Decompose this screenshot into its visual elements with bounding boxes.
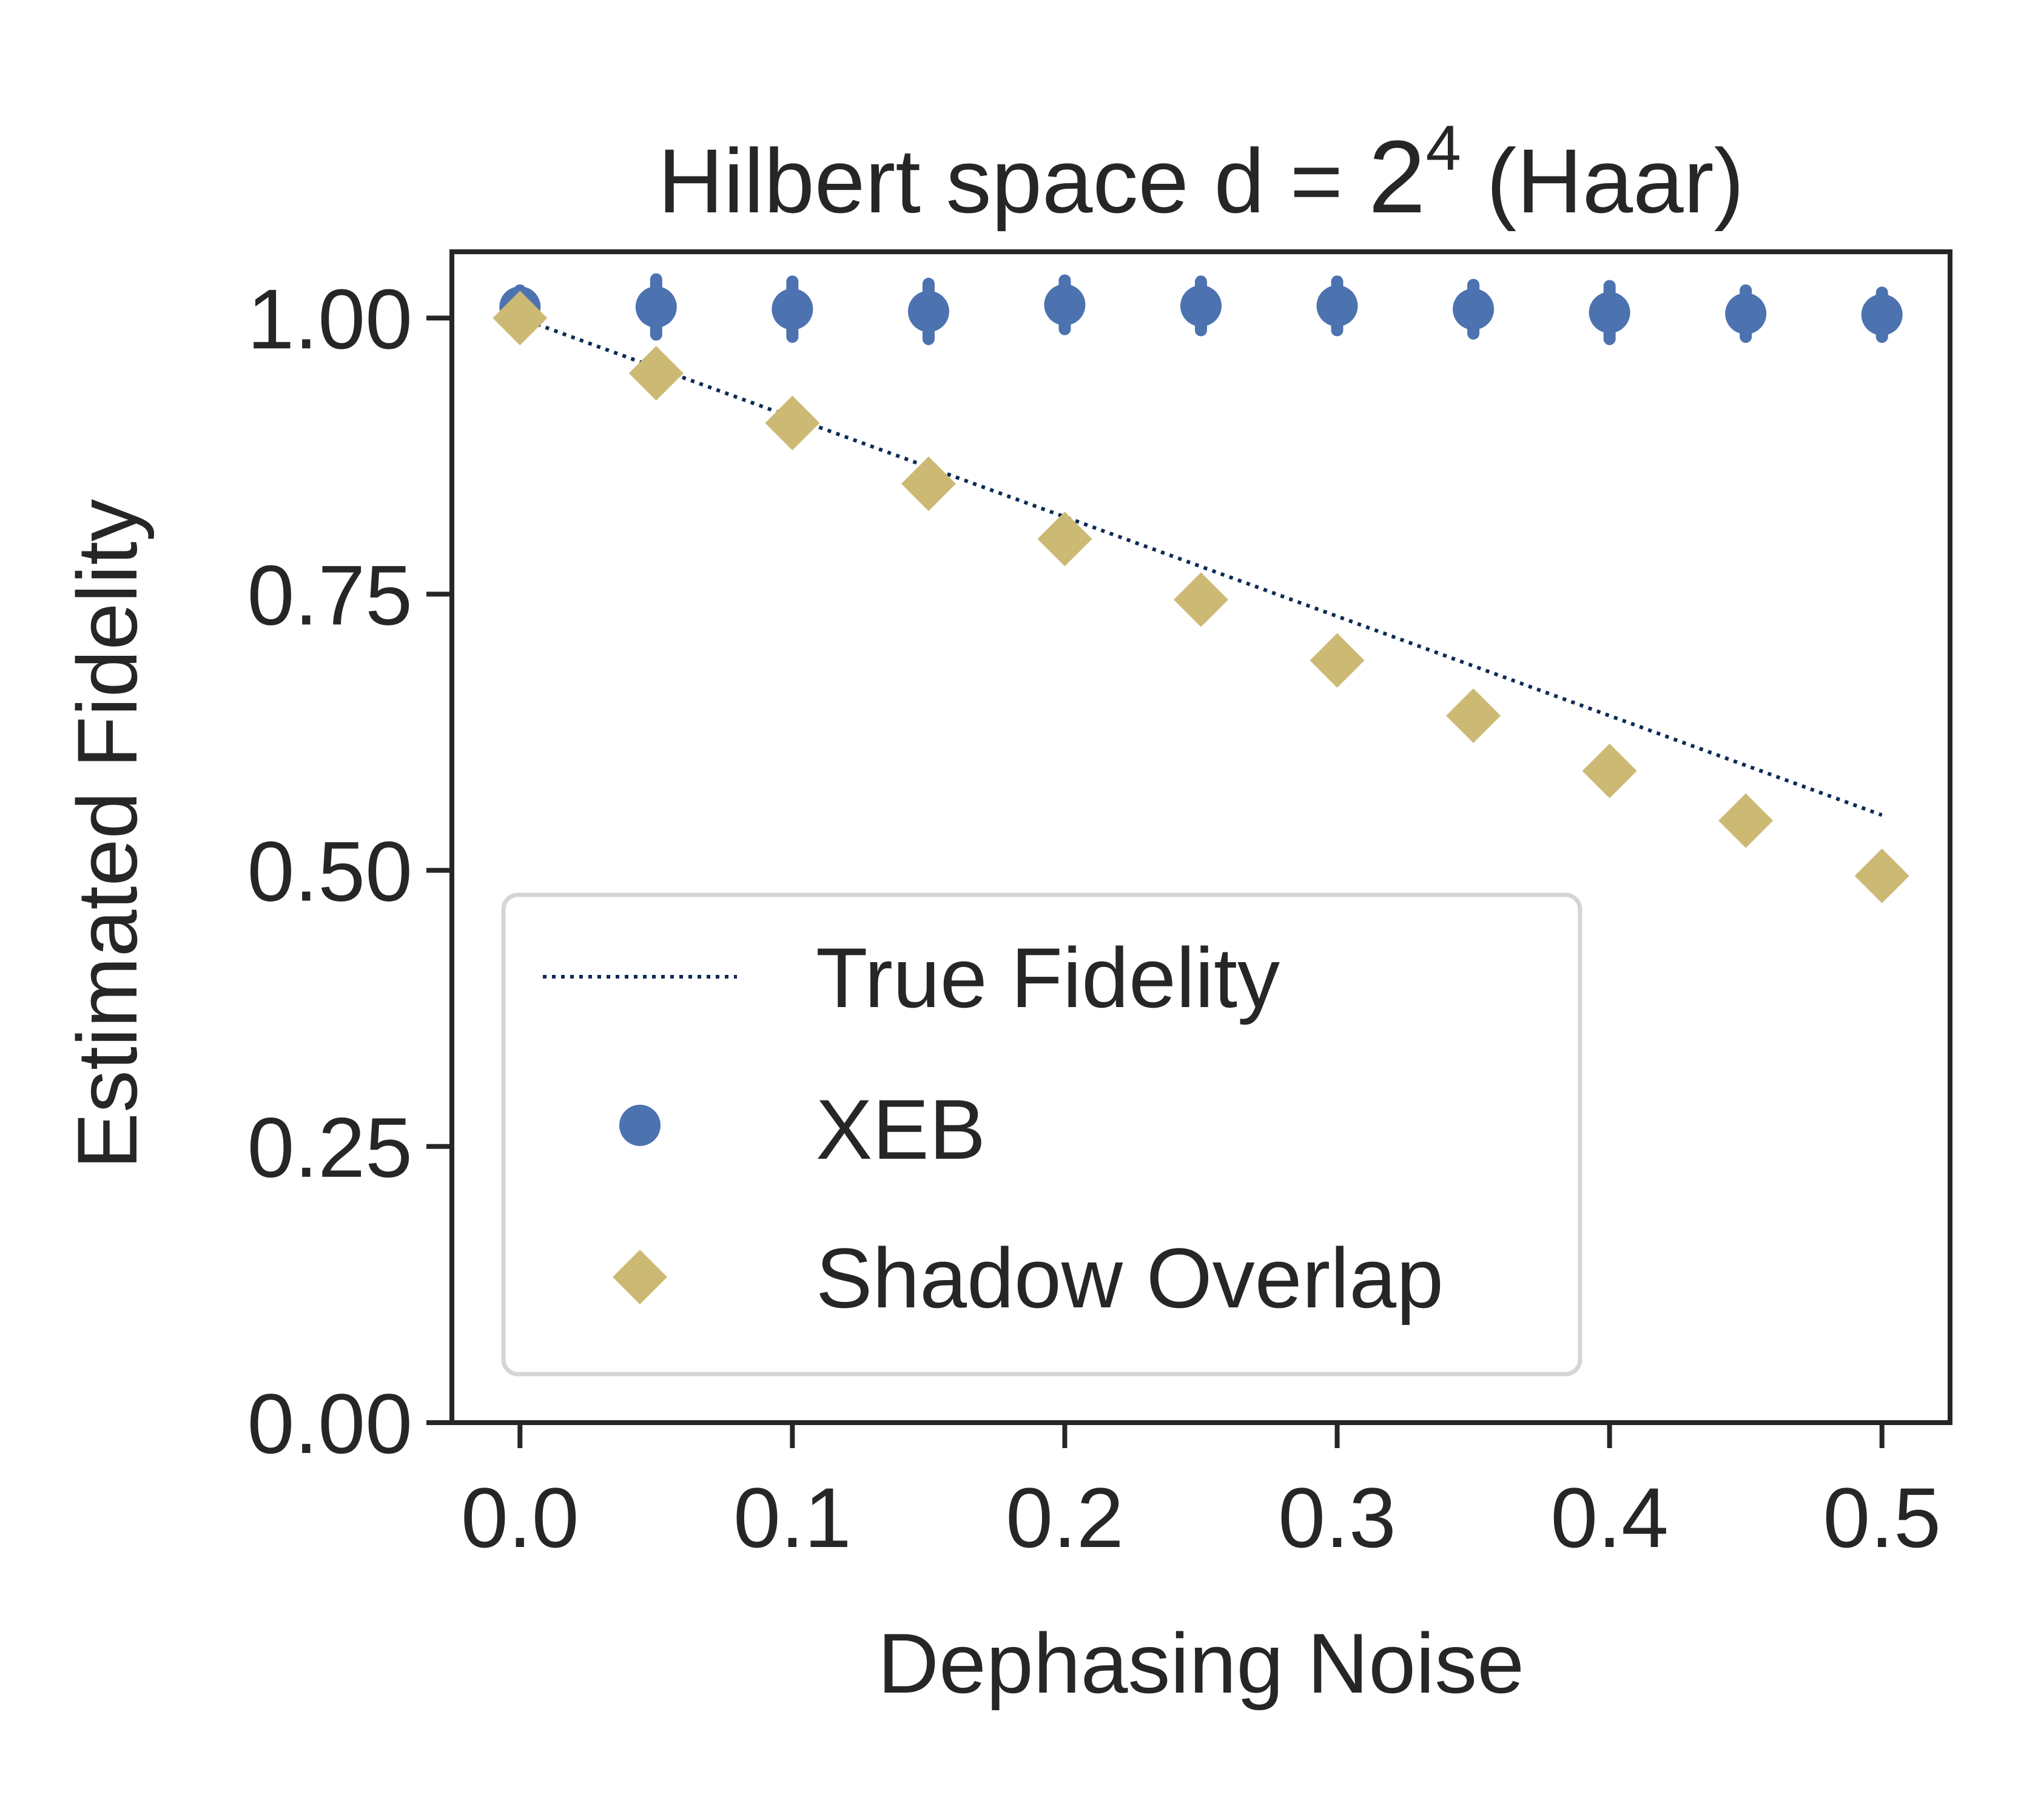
xeb-point xyxy=(772,275,813,343)
x-tick-label: 0.2 xyxy=(1006,1470,1124,1565)
shadow-overlap-marker xyxy=(628,346,684,401)
shadow-overlap-marker xyxy=(1174,572,1228,627)
xeb-point xyxy=(1861,286,1903,343)
legend-shadow-overlap-swatch xyxy=(613,1250,667,1304)
xeb-marker xyxy=(1316,285,1358,327)
chart-title-prefix: Hilbert space d = xyxy=(657,130,1368,232)
y-tick-label: 1.00 xyxy=(247,271,412,366)
chart-title: Hilbert space d = 24 (Haar) xyxy=(657,113,1744,235)
x-tick-label: 0.5 xyxy=(1823,1470,1941,1565)
shadow-overlap-marker xyxy=(765,396,820,451)
xeb-marker xyxy=(1725,292,1767,334)
x-tick-label: 0.4 xyxy=(1550,1470,1669,1565)
plot-frame xyxy=(449,249,1952,1425)
xeb-point xyxy=(1725,284,1767,343)
x-tick-label: 0.3 xyxy=(1278,1470,1396,1565)
shadow-overlap-marker xyxy=(1446,688,1501,743)
y-axis-label: Estimated Fidelity xyxy=(59,499,155,1170)
legend-label-shadow-overlap: Shadow Overlap xyxy=(816,1230,1444,1326)
shadow-overlap-marker xyxy=(1582,743,1637,798)
chart-title-exponent: 4 xyxy=(1425,113,1461,184)
chart-title-base: 2 xyxy=(1368,120,1426,235)
xeb-marker xyxy=(1589,292,1630,334)
legend-box xyxy=(501,892,1582,1377)
xeb-marker xyxy=(1861,294,1903,335)
true-fidelity-line xyxy=(519,316,1883,817)
series-layer xyxy=(493,273,1909,903)
chart-title-suffix: (Haar) xyxy=(1461,130,1744,232)
xeb-marker xyxy=(635,286,677,328)
xeb-marker xyxy=(1180,285,1222,327)
shadow-overlap-marker xyxy=(1037,511,1092,567)
xeb-point xyxy=(1180,275,1222,337)
xeb-marker xyxy=(1453,288,1495,330)
legend-label-xeb: XEB xyxy=(816,1082,986,1177)
xeb-point xyxy=(1044,274,1086,335)
x-tick-label: 0.1 xyxy=(733,1470,852,1565)
y-tick-label: 0.00 xyxy=(247,1376,412,1471)
shadow-overlap-marker xyxy=(1310,633,1365,688)
shadow-overlap-marker xyxy=(493,291,548,346)
xeb-point xyxy=(1589,280,1630,345)
xeb-point xyxy=(1316,275,1358,337)
legend-xeb-swatch xyxy=(619,1105,661,1146)
xeb-point xyxy=(635,273,677,341)
legend-label-true-fidelity: True Fidelity xyxy=(816,930,1280,1025)
legend: True Fidelity XEB Shadow Overlap xyxy=(501,892,1582,1377)
xeb-marker xyxy=(907,291,949,332)
y-tick-label: 0.25 xyxy=(247,1100,412,1195)
xeb-marker xyxy=(772,288,813,330)
x-tick-label: 0.0 xyxy=(461,1470,579,1565)
shadow-overlap-marker xyxy=(901,456,956,511)
y-tick-label: 0.75 xyxy=(247,547,412,642)
xeb-marker xyxy=(1044,284,1086,326)
axis-ticks: 0.0 0.1 0.2 0.3 0.4 0.5 0.00 0.25 0.50 0.75 1.00 xyxy=(247,271,1942,1565)
xeb-point xyxy=(1453,278,1495,340)
shadow-overlap-marker xyxy=(1718,793,1774,848)
shadow-overlap-marker xyxy=(1854,848,1909,903)
xeb-point xyxy=(907,277,949,345)
y-tick-label: 0.50 xyxy=(247,824,412,919)
x-axis-label: Dephasing Noise xyxy=(878,1616,1524,1711)
